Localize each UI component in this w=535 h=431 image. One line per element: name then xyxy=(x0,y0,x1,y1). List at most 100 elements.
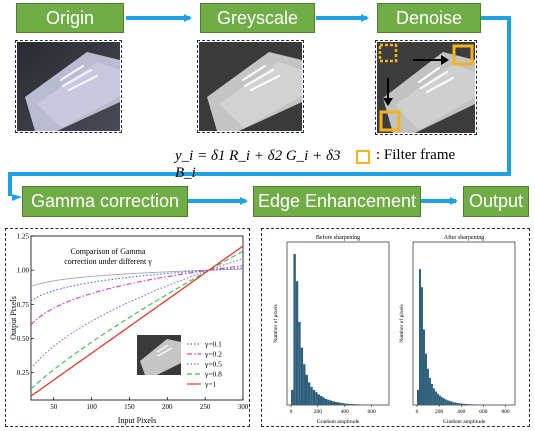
step-origin: Origin xyxy=(16,3,124,33)
histogram-bar xyxy=(444,399,447,405)
histogram-bar xyxy=(420,287,423,405)
histogram-bar xyxy=(356,404,359,405)
series-line-4 xyxy=(30,245,244,397)
histogram-bar xyxy=(456,403,459,405)
histogram-x-tick-label: 600 xyxy=(479,409,488,415)
filter-frame-right xyxy=(452,44,474,66)
histogram-y-label: Number of pixels xyxy=(272,304,279,343)
y-tick-label: 1.25 xyxy=(17,233,30,241)
step-output: Output xyxy=(463,186,529,217)
y-tick-label: 0.50 xyxy=(17,335,30,343)
chart-title-line2: correction under different γ xyxy=(64,257,152,266)
histogram-bar xyxy=(422,329,425,405)
histogram-bar xyxy=(417,389,419,405)
step-gamma-correction: Gamma correction xyxy=(22,186,188,217)
histogram-bar xyxy=(434,391,437,405)
histogram-bar xyxy=(317,394,321,405)
histogram-bar xyxy=(327,399,330,405)
gamma-chart: 50 100 150 200 250 300 0.25 0.50 0.75 1.00 1.25 Inp… xyxy=(9,233,248,426)
gamma-chart-frame: 50 100 150 200 250 300 0.25 0.50 0.75 1.00 1.25 Inp… xyxy=(5,228,250,427)
histogram-bar xyxy=(312,389,316,405)
histogram-bar xyxy=(341,403,345,405)
denoise-photo xyxy=(377,42,475,133)
histogram-bar xyxy=(336,402,340,405)
histogram-bar xyxy=(344,403,347,405)
plot-area xyxy=(30,235,244,401)
histogram-bar xyxy=(332,401,335,405)
histogram-bar xyxy=(351,404,354,405)
histogram-bar xyxy=(320,395,323,405)
histogram-bar xyxy=(324,398,328,405)
histogram-bar xyxy=(293,254,296,405)
histogram-bar xyxy=(310,386,313,405)
greyscale-image-frame xyxy=(197,40,304,133)
legend-label-4: γ=1 xyxy=(204,380,217,389)
histogram-bar xyxy=(440,397,443,405)
histogram-x-label: Gradient amplitude xyxy=(317,419,360,425)
histogram-bar xyxy=(300,347,304,405)
histogram-x-tick-label: 200 xyxy=(314,409,323,415)
legend-label-0: γ=0.1 xyxy=(204,340,222,349)
histogram-bar xyxy=(468,404,471,405)
filter-frame-start xyxy=(378,43,398,63)
histogram-x-label: Gradient amplitude xyxy=(443,419,486,425)
filter-frame-legend-icon xyxy=(356,150,370,164)
x-tick-label: 50 xyxy=(50,403,58,411)
step-denoise: Denoise xyxy=(377,3,481,33)
step-edge-enhancement: Edge Enhancement xyxy=(253,186,421,217)
histogram-bar xyxy=(470,404,473,405)
histogram-bar xyxy=(442,398,445,405)
denoise-image-frame xyxy=(375,40,477,135)
histogram-bar xyxy=(454,402,457,405)
x-tick-label: 100 xyxy=(86,403,97,411)
y-tick-label: 1.00 xyxy=(17,267,30,275)
histogram-bar xyxy=(446,400,449,405)
histogram-bar xyxy=(430,383,433,405)
histogram-bar xyxy=(329,400,333,405)
histogram-bar xyxy=(466,404,469,405)
histogram-title: After sharpening xyxy=(444,234,485,241)
origin-image-frame xyxy=(15,40,122,133)
histogram-frame: Before sharpening Number of pixels Gradien… xyxy=(261,228,530,427)
histogram-bar xyxy=(358,404,362,405)
histogram-bar xyxy=(346,403,350,405)
histogram-bar xyxy=(322,397,325,405)
histogram-x-tick-label: 600 xyxy=(367,409,376,415)
histogram-bar xyxy=(458,403,461,405)
histogram-bar xyxy=(334,401,337,405)
histogram-bar xyxy=(315,392,318,405)
histogram-y-label: Number of pixels xyxy=(398,304,405,343)
chart-title-line1: Comparison of Gamma xyxy=(70,247,146,256)
histogram-bar xyxy=(305,374,308,405)
y-tick-label: 0.75 xyxy=(17,301,30,309)
origin-photo xyxy=(17,42,120,131)
histogram-bar xyxy=(353,404,357,405)
legend-label-3: γ=0.8 xyxy=(204,370,222,379)
histogram-bar xyxy=(418,269,421,405)
series-line-extra xyxy=(30,268,243,287)
histogram-bar xyxy=(462,403,465,405)
greyscale-photo xyxy=(199,42,302,131)
histogram-bar xyxy=(426,368,429,405)
histogram-bar xyxy=(291,389,294,405)
histogram-x-tick-label: 200 xyxy=(435,409,444,415)
x-axis-label: Input Pixels xyxy=(118,416,156,425)
legend-label-1: γ=0.2 xyxy=(204,350,222,359)
histogram-bar xyxy=(460,403,463,405)
x-tick-label: 150 xyxy=(124,403,135,411)
histogram-bar xyxy=(303,364,306,405)
histogram-bar xyxy=(464,403,467,405)
histogram-bar xyxy=(307,382,311,405)
histogram-bar xyxy=(339,402,342,405)
step-greyscale: Greyscale xyxy=(200,3,315,33)
histogram-x-tick-label: 400 xyxy=(341,409,350,415)
filter-frame-down xyxy=(379,110,401,132)
histogram-bar xyxy=(428,377,431,405)
histogram-bar xyxy=(424,353,427,405)
histogram-x-tick-label: 0 xyxy=(416,409,419,415)
histogram-bar xyxy=(295,281,299,405)
y-axis-label: Output Pixels xyxy=(9,296,18,340)
filter-frame-legend-label: : Filter frame xyxy=(376,147,456,163)
